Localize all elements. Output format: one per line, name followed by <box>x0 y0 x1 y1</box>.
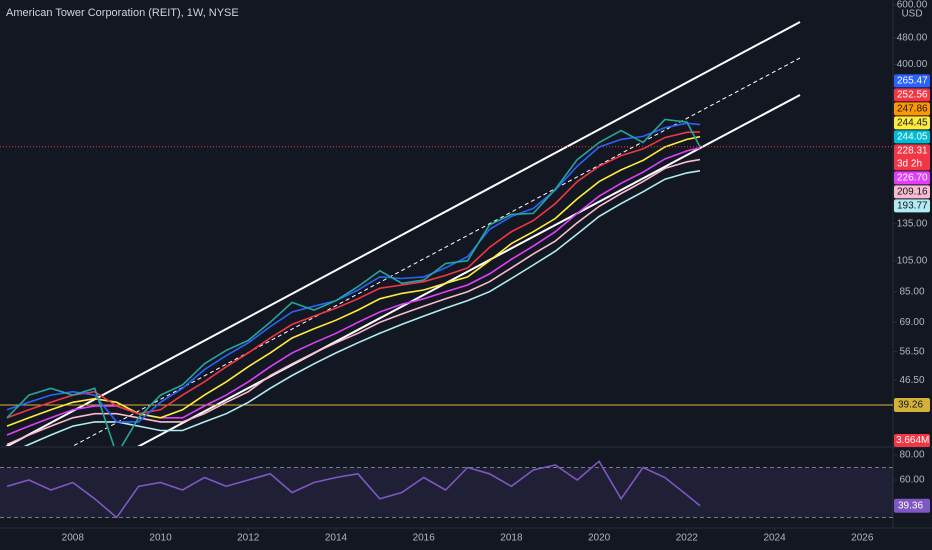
chart-title: American Tower Corporation (REIT), 1W, N… <box>6 7 239 19</box>
channel-lower <box>137 94 801 446</box>
y-tick-label: 400.00 <box>897 59 928 70</box>
x-tick-label: 2014 <box>325 533 348 544</box>
series-line <box>6 122 701 423</box>
channel-upper <box>5 21 801 446</box>
series-line <box>6 118 701 446</box>
price-tag-label: 244.05 <box>897 131 928 142</box>
countdown: 3d 2h <box>897 158 922 169</box>
price-tag <box>894 88 930 102</box>
y-tick-label: 80.00 <box>899 450 924 461</box>
currency: USD <box>901 9 922 20</box>
series-line <box>6 131 701 419</box>
x-tick-label: 2024 <box>763 533 786 544</box>
price-tag-label: 244.45 <box>897 117 928 128</box>
price-tag <box>894 144 930 171</box>
y-tick-label: 56.50 <box>899 346 924 357</box>
price-tag-label: 252.56 <box>897 89 928 100</box>
series-line <box>6 135 701 427</box>
price-tag <box>894 74 930 88</box>
x-tick-label: 2016 <box>413 533 436 544</box>
x-tick-label: 2012 <box>237 533 260 544</box>
rsi-band <box>0 467 893 518</box>
price-tag-label: 193.77 <box>897 200 928 211</box>
series-layer <box>6 460 701 519</box>
price-tag-label: 228.31 <box>897 145 928 156</box>
x-tick-label: 2026 <box>851 533 874 544</box>
rsi-tag-label: 39.36 <box>898 500 923 511</box>
price-tag-label: 247.86 <box>897 103 928 114</box>
y-tick-label: 480.00 <box>897 32 928 43</box>
trend-channel <box>5 21 801 446</box>
price-tag-label: 265.47 <box>897 75 928 86</box>
x-tick-label: 2022 <box>676 533 699 544</box>
price-tag <box>894 102 930 116</box>
price-tag <box>894 171 930 185</box>
series-layer <box>6 118 701 446</box>
y-tick-label: 69.00 <box>899 317 924 328</box>
x-tick-label: 2010 <box>149 533 172 544</box>
x-tick-label: 2008 <box>62 533 85 544</box>
price-tag-label: 226.70 <box>897 172 928 183</box>
y-tick-label: 135.00 <box>897 218 928 229</box>
price-tag <box>894 185 930 199</box>
level-tag <box>894 398 930 413</box>
rsi-tag <box>894 498 930 513</box>
volume-tag-label: 3.664M <box>896 435 929 446</box>
series-line <box>23 170 701 446</box>
y-tick-label: 60.00 <box>899 475 924 486</box>
series-line <box>6 158 701 446</box>
y-tick-label: 600.00 <box>897 0 928 11</box>
series-line <box>6 460 701 519</box>
level-tag-label: 39.26 <box>898 400 923 411</box>
x-tick-label: 2018 <box>500 533 523 544</box>
price-tag <box>894 130 930 144</box>
price-tag-label: 209.16 <box>897 186 928 197</box>
x-tick-label: 2020 <box>588 533 611 544</box>
y-tick-label: 85.00 <box>899 286 924 297</box>
y-tick-label: 46.50 <box>899 375 924 386</box>
price-tag <box>894 116 930 130</box>
volume-tag <box>894 434 930 447</box>
price-tag <box>894 199 930 213</box>
y-tick-label: 105.00 <box>897 255 928 266</box>
